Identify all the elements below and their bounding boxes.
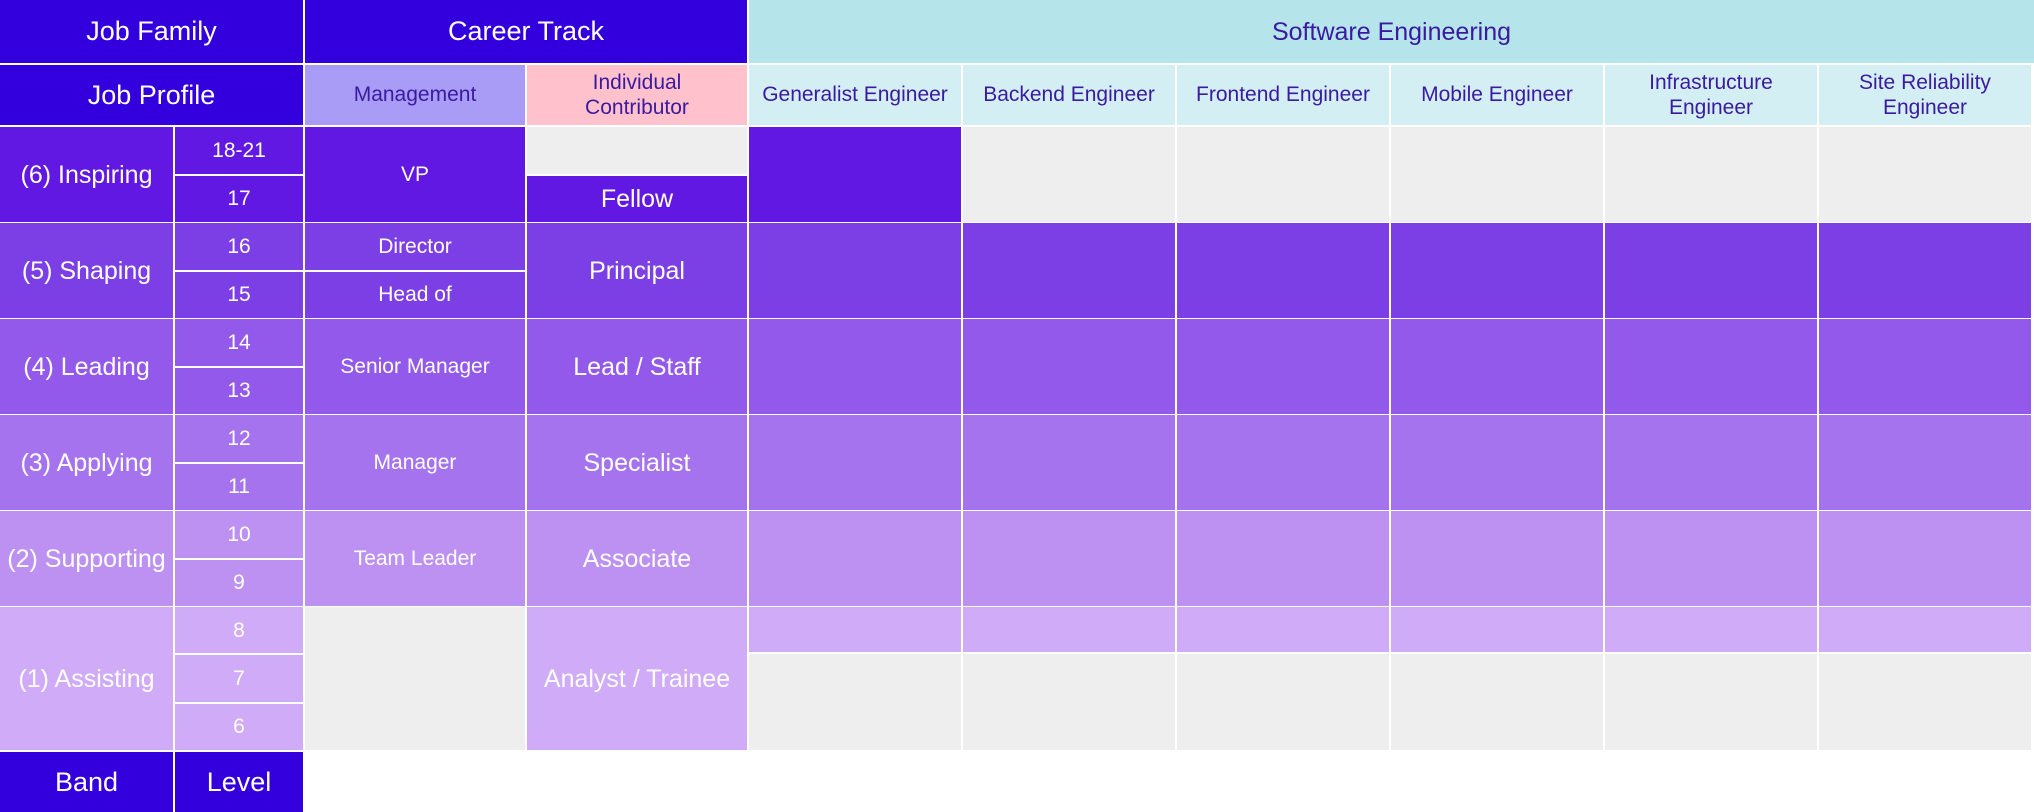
level-cell: 10: [175, 511, 303, 558]
ic-empty: [527, 127, 747, 174]
management-title: VP: [305, 127, 525, 222]
role-cell: [1605, 223, 1817, 318]
role-cell: [1819, 223, 2031, 318]
role-cell: [1391, 319, 1603, 414]
role-cell: [749, 607, 961, 652]
role-cell: [963, 607, 1175, 652]
role-cell: [1605, 127, 1817, 222]
role-cell: [1391, 511, 1603, 606]
role-cell: [749, 223, 961, 318]
role-cell: [1177, 607, 1389, 652]
role-header: Site Reliability Engineer: [1819, 65, 2031, 125]
role-cell-empty: [1391, 654, 1603, 750]
role-cell: [1391, 415, 1603, 510]
role-cell-empty: [963, 654, 1175, 750]
management-title: Senior Manager: [305, 319, 525, 414]
role-cell: [1391, 607, 1603, 652]
role-cell: [963, 127, 1175, 222]
role-cell: [1177, 511, 1389, 606]
role-cell: [963, 511, 1175, 606]
role-cell: [963, 319, 1175, 414]
management-title: Team Leader: [305, 511, 525, 606]
role-cell: [749, 511, 961, 606]
management-title: Director: [305, 223, 525, 270]
band-label: (4) Leading: [0, 319, 173, 414]
band-label: (1) Assisting: [0, 607, 173, 750]
role-cell: [1605, 415, 1817, 510]
role-header: Backend Engineer: [963, 65, 1175, 125]
ic-title: Lead / Staff: [527, 319, 747, 414]
level-cell: 17: [175, 175, 303, 222]
band-label: (3) Applying: [0, 415, 173, 510]
role-cell: [1605, 319, 1817, 414]
role-header: Frontend Engineer: [1177, 65, 1389, 125]
role-cell: [1605, 607, 1817, 652]
role-cell: [1605, 511, 1817, 606]
management-track-header: Management: [305, 65, 525, 125]
role-cell-empty: [1819, 654, 2031, 750]
level-cell: 12: [175, 415, 303, 462]
band-label: (6) Inspiring: [0, 127, 173, 222]
level-cell: 14: [175, 319, 303, 366]
role-cell: [749, 415, 961, 510]
role-cell: [1819, 319, 2031, 414]
ic-title: Associate: [527, 511, 747, 606]
band-label: (2) Supporting: [0, 511, 173, 606]
job-family-value: Software Engineering: [749, 0, 2034, 63]
management-title: Head of: [305, 271, 525, 318]
job-profile-label: Job Profile: [0, 65, 303, 125]
ic-title: Specialist: [527, 415, 747, 510]
level-cell: 15: [175, 271, 303, 318]
role-cell: [1177, 415, 1389, 510]
level-cell: 13: [175, 367, 303, 414]
role-header: Mobile Engineer: [1391, 65, 1603, 125]
ic-track-header: Individual Contributor: [527, 65, 747, 125]
role-cell-empty: [749, 654, 961, 750]
role-cell-empty: [1177, 654, 1389, 750]
job-family-label: Job Family: [0, 0, 303, 63]
role-cell: [1391, 223, 1603, 318]
role-cell: [1819, 511, 2031, 606]
role-cell: [1177, 319, 1389, 414]
band-footer-label: Band: [0, 752, 173, 812]
role-cell: [1177, 127, 1389, 222]
level-cell: 6: [175, 703, 303, 750]
level-footer-label: Level: [175, 752, 303, 812]
role-cell: [963, 223, 1175, 318]
ic-title: Analyst / Trainee: [527, 607, 747, 750]
level-cell: 11: [175, 463, 303, 510]
level-cell: 8: [175, 607, 303, 654]
role-cell: [1819, 127, 2031, 222]
band-label: (5) Shaping: [0, 223, 173, 318]
role-header: Generalist Engineer: [749, 65, 961, 125]
ic-title: Fellow: [527, 176, 747, 222]
role-cell: [749, 319, 961, 414]
role-cell: [1177, 223, 1389, 318]
role-cell: [1391, 127, 1603, 222]
role-cell: [749, 127, 961, 222]
level-cell: 18-21: [175, 127, 303, 174]
level-cell: 9: [175, 559, 303, 606]
management-empty: [305, 607, 525, 750]
level-cell: 16: [175, 223, 303, 270]
role-cell-empty: [1605, 654, 1817, 750]
role-header: Infrastructure Engineer: [1605, 65, 1817, 125]
management-title: Manager: [305, 415, 525, 510]
career-track-label: Career Track: [305, 0, 747, 63]
role-cell: [1819, 607, 2031, 652]
role-cell: [963, 415, 1175, 510]
level-cell: 7: [175, 655, 303, 702]
ic-title: Principal: [527, 223, 747, 318]
role-cell: [1819, 415, 2031, 510]
